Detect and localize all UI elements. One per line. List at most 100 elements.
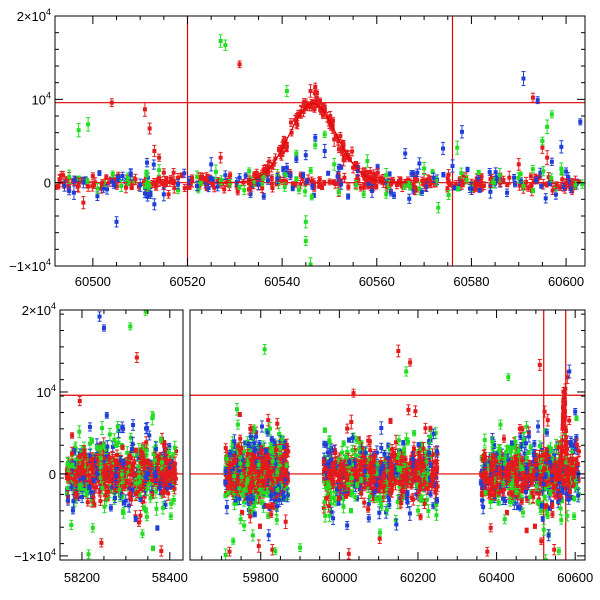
point-marker <box>417 161 422 166</box>
data-point <box>95 183 100 194</box>
point-marker <box>284 89 289 93</box>
data-point <box>313 82 318 92</box>
point-marker <box>312 100 317 105</box>
data-point <box>427 175 432 186</box>
point-marker <box>210 177 215 182</box>
point-marker <box>497 180 502 185</box>
point-marker <box>160 505 165 510</box>
data-point <box>100 179 105 187</box>
data-point <box>441 141 446 156</box>
data-point <box>332 157 337 171</box>
point-marker <box>308 89 313 93</box>
point-marker <box>434 178 439 183</box>
point-marker <box>104 413 109 418</box>
data-point <box>155 525 160 531</box>
data-point <box>558 184 563 191</box>
point-marker <box>321 105 326 110</box>
data-point <box>450 159 455 173</box>
data-point <box>580 179 585 189</box>
data-point <box>128 168 133 181</box>
point-marker <box>295 122 300 127</box>
point-marker <box>213 169 218 174</box>
data-point <box>261 193 266 200</box>
point-marker <box>129 185 134 190</box>
point-marker <box>223 43 228 48</box>
point-marker <box>358 185 363 190</box>
data-point <box>62 180 67 192</box>
point-marker <box>546 175 551 180</box>
data-point <box>538 167 543 178</box>
point-marker <box>501 177 506 182</box>
point-marker <box>559 166 564 171</box>
point-marker <box>322 149 327 153</box>
data-point <box>310 183 315 190</box>
point-marker <box>85 182 90 187</box>
point-marker <box>541 182 546 187</box>
data-point <box>322 130 327 138</box>
point-marker <box>190 179 195 183</box>
data-point <box>86 117 91 132</box>
point-marker <box>521 76 526 81</box>
data-point <box>346 183 351 191</box>
point-marker <box>194 174 199 179</box>
data-point <box>491 177 496 189</box>
data-point <box>160 501 165 515</box>
point-marker <box>241 180 246 185</box>
point-marker <box>67 174 72 179</box>
point-marker <box>127 481 132 486</box>
point-marker <box>152 202 157 207</box>
point-marker <box>469 186 474 191</box>
data-point <box>441 171 446 178</box>
point-marker <box>566 174 571 179</box>
point-marker <box>140 499 145 504</box>
point-marker <box>321 113 326 118</box>
point-marker <box>71 190 76 195</box>
data-point <box>144 170 149 181</box>
point-marker <box>355 169 360 173</box>
data-point <box>154 181 159 191</box>
point-marker <box>553 192 558 197</box>
data-point <box>497 167 502 183</box>
x-tick-label: 60600 <box>548 274 584 289</box>
data-point <box>269 179 274 188</box>
point-marker <box>309 195 314 200</box>
point-marker <box>459 129 464 134</box>
data-point <box>142 101 147 117</box>
point-marker <box>386 184 391 189</box>
point-marker <box>145 160 150 165</box>
point-marker <box>362 176 367 181</box>
data-point <box>559 162 564 175</box>
point-marker <box>72 177 77 182</box>
point-marker <box>534 177 539 182</box>
point-marker <box>237 175 242 180</box>
point-marker <box>281 138 286 143</box>
point-marker <box>336 147 341 152</box>
point-marker <box>156 179 161 184</box>
point-marker <box>223 173 228 178</box>
data-point <box>327 116 332 130</box>
point-marker <box>151 546 156 551</box>
point-marker <box>318 108 323 113</box>
data-point <box>409 170 414 178</box>
data-point <box>379 175 384 185</box>
point-marker <box>105 187 110 192</box>
data-point <box>116 175 121 182</box>
point-marker <box>507 175 512 180</box>
point-marker <box>411 182 416 187</box>
point-marker <box>92 502 97 507</box>
point-marker <box>301 110 306 115</box>
data-point <box>573 180 578 190</box>
point-marker <box>422 166 427 171</box>
point-marker <box>316 180 321 185</box>
data-point <box>109 98 114 108</box>
point-marker <box>261 194 266 199</box>
point-marker <box>350 149 355 154</box>
data-point <box>531 188 536 194</box>
point-marker <box>355 175 360 180</box>
point-marker <box>281 167 286 172</box>
data-point <box>161 187 166 202</box>
point-marker <box>491 180 496 185</box>
point-marker <box>476 170 481 175</box>
point-marker <box>487 170 492 175</box>
point-marker <box>326 171 331 176</box>
